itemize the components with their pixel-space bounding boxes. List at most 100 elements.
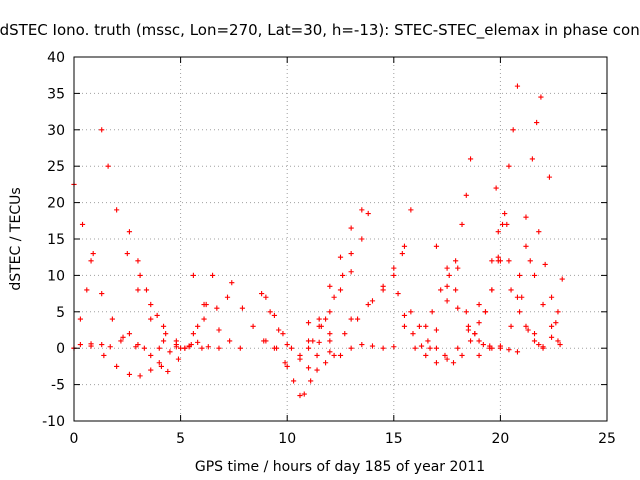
data-series-arc bbox=[263, 323, 324, 399]
data-point bbox=[160, 338, 167, 344]
data-series-arc bbox=[135, 258, 179, 348]
data-point bbox=[444, 298, 450, 304]
data-point bbox=[340, 272, 346, 278]
data-point bbox=[525, 327, 531, 333]
data-series-arc bbox=[135, 341, 182, 375]
data-point bbox=[401, 323, 408, 329]
data-point bbox=[502, 210, 508, 217]
data-point bbox=[276, 327, 282, 333]
data-point bbox=[555, 309, 561, 315]
plot-frame bbox=[73, 56, 608, 422]
data-point bbox=[348, 225, 354, 231]
data-series-arc bbox=[305, 207, 365, 344]
data-point bbox=[423, 352, 429, 359]
data-point bbox=[227, 338, 233, 344]
data-series-arc bbox=[88, 341, 162, 379]
data-point bbox=[79, 221, 86, 228]
data-series-arc bbox=[229, 280, 278, 351]
data-point bbox=[135, 287, 141, 293]
x-tick-label: 15 bbox=[385, 431, 403, 447]
data-point bbox=[141, 345, 147, 351]
data-point bbox=[173, 341, 179, 348]
data-series-arc bbox=[519, 174, 553, 300]
data-point bbox=[156, 345, 162, 351]
data-point bbox=[489, 258, 495, 264]
data-point bbox=[542, 261, 548, 268]
data-point bbox=[282, 360, 288, 366]
data-series-arc bbox=[182, 294, 231, 351]
x-tick-label: 5 bbox=[176, 431, 185, 447]
data-series-arc bbox=[259, 291, 290, 348]
data-point bbox=[446, 272, 452, 278]
data-point bbox=[359, 341, 365, 348]
data-series-arc bbox=[523, 243, 561, 344]
data-point bbox=[316, 323, 322, 329]
data-point bbox=[519, 294, 525, 300]
data-point bbox=[120, 334, 126, 340]
data-point bbox=[135, 341, 141, 348]
data-point bbox=[316, 316, 322, 322]
data-series-arc bbox=[433, 156, 474, 333]
data-series-arc bbox=[71, 250, 96, 351]
data-point bbox=[137, 373, 143, 379]
data-point bbox=[77, 316, 83, 322]
data-point bbox=[337, 352, 344, 359]
data-point bbox=[99, 127, 105, 133]
data-point bbox=[160, 323, 167, 329]
y-tick-label: 10 bbox=[47, 268, 65, 284]
data-point bbox=[135, 258, 141, 264]
data-point bbox=[540, 345, 546, 351]
data-series-arc bbox=[444, 283, 493, 349]
data-point bbox=[305, 365, 312, 371]
data-point bbox=[348, 345, 354, 351]
data-point bbox=[455, 265, 461, 271]
data-point bbox=[137, 272, 143, 278]
data-point bbox=[459, 221, 465, 228]
data-series-arc bbox=[188, 272, 216, 348]
data-point bbox=[444, 356, 450, 362]
data-point bbox=[77, 341, 83, 348]
data-point bbox=[188, 341, 194, 348]
data-point bbox=[514, 83, 521, 89]
data-point bbox=[331, 294, 337, 300]
data-point bbox=[531, 331, 538, 337]
data-series-arc bbox=[327, 243, 408, 344]
data-point bbox=[229, 280, 235, 286]
data-point bbox=[427, 345, 433, 351]
data-point bbox=[548, 323, 555, 329]
data-point bbox=[199, 345, 205, 351]
data-point bbox=[195, 339, 201, 345]
data-point bbox=[534, 119, 540, 126]
data-point bbox=[401, 312, 408, 319]
data-point bbox=[263, 338, 269, 344]
data-point bbox=[90, 250, 96, 257]
y-tick-label: 20 bbox=[47, 196, 65, 212]
data-point bbox=[182, 345, 188, 351]
data-point bbox=[433, 327, 440, 333]
data-point bbox=[418, 343, 425, 349]
y-tick-label: 0 bbox=[56, 341, 65, 357]
data-point bbox=[433, 243, 440, 249]
y-axis-label: dSTEC / TECUs bbox=[8, 187, 24, 290]
data-point bbox=[369, 343, 376, 349]
data-point bbox=[148, 352, 154, 359]
data-point bbox=[467, 338, 474, 344]
data-point bbox=[101, 352, 107, 359]
data-point bbox=[271, 312, 278, 319]
data-point bbox=[331, 352, 337, 359]
data-point bbox=[380, 345, 386, 351]
data-point bbox=[126, 331, 133, 337]
data-point bbox=[280, 331, 286, 337]
data-point bbox=[465, 323, 472, 329]
data-point bbox=[99, 341, 105, 348]
data-point bbox=[322, 360, 329, 366]
data-point bbox=[337, 254, 344, 260]
data-point bbox=[489, 287, 495, 293]
data-point bbox=[201, 316, 207, 322]
data-point bbox=[216, 345, 222, 351]
data-point bbox=[476, 352, 482, 359]
data-series-arc bbox=[284, 250, 354, 369]
data-point bbox=[301, 391, 307, 397]
data-point bbox=[438, 287, 444, 293]
data-point bbox=[463, 192, 469, 198]
